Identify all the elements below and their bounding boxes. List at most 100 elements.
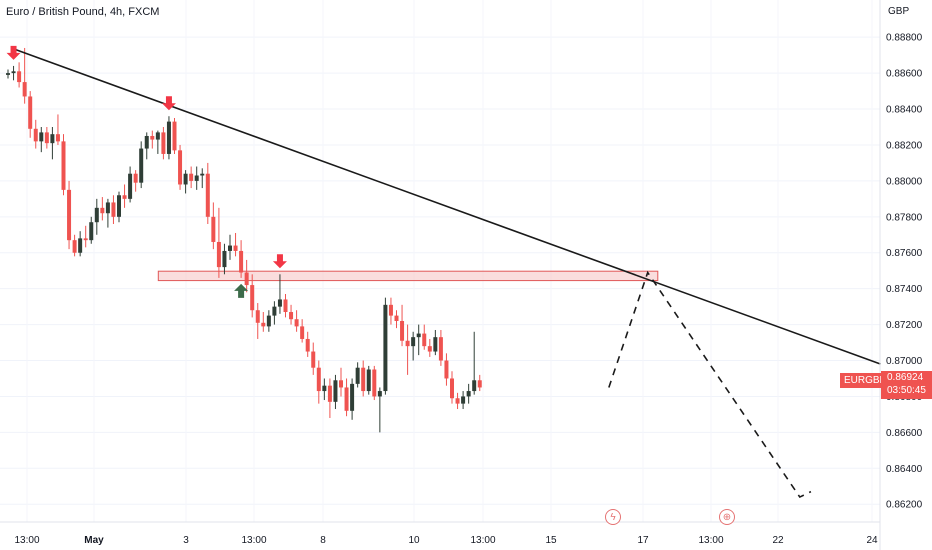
candle-body bbox=[83, 238, 88, 241]
candle-body bbox=[155, 132, 160, 140]
candle-body bbox=[422, 333, 427, 347]
candle-body bbox=[466, 391, 471, 397]
candle-body bbox=[39, 132, 44, 142]
candle-body bbox=[94, 207, 99, 223]
candle-body bbox=[411, 337, 416, 347]
candle-body bbox=[67, 189, 72, 241]
price-tick-label: 0.87800 bbox=[886, 212, 923, 223]
candle-body bbox=[239, 250, 244, 273]
candle-body bbox=[233, 245, 238, 251]
price-tick-label: 0.87200 bbox=[886, 320, 923, 331]
trendline[interactable] bbox=[15, 49, 881, 365]
candle-body bbox=[244, 272, 249, 286]
candle-body bbox=[200, 173, 205, 176]
candle-body bbox=[205, 173, 210, 217]
candle-body bbox=[28, 96, 33, 129]
candle-body bbox=[255, 310, 260, 323]
candle-body bbox=[189, 173, 194, 181]
candle-body bbox=[22, 82, 27, 97]
arrow-down-icon bbox=[6, 45, 21, 60]
candle-body bbox=[327, 385, 332, 402]
candle-body bbox=[383, 304, 388, 392]
candle-body bbox=[472, 380, 477, 392]
time-tick-label: 22 bbox=[772, 535, 784, 546]
projection-path[interactable] bbox=[608, 270, 812, 499]
candle-body bbox=[289, 312, 294, 320]
time-tick-label: 13:00 bbox=[14, 535, 39, 546]
price-tick-label: 0.88800 bbox=[886, 33, 923, 44]
candle-body bbox=[211, 216, 216, 242]
candle-body bbox=[400, 321, 405, 341]
price-tick-label: 0.87400 bbox=[886, 284, 923, 295]
time-tick-label: 8 bbox=[320, 535, 326, 546]
time-tick-label: 3 bbox=[183, 535, 189, 546]
candle-body bbox=[161, 132, 166, 154]
candle-body bbox=[266, 315, 271, 327]
price-tick-label: 0.86400 bbox=[886, 464, 923, 475]
price-axis[interactable]: 0.88800 0.88600 0.88400 0.88200 0.88000 0.878… bbox=[886, 33, 923, 511]
globe-event-icon[interactable]: ⊕ bbox=[719, 509, 735, 525]
candle-body bbox=[100, 207, 105, 214]
time-tick-label: 24 bbox=[866, 535, 878, 546]
resistance-zone[interactable] bbox=[157, 270, 659, 282]
candle-body bbox=[333, 380, 338, 402]
candle-body bbox=[477, 380, 482, 388]
arrow-markers bbox=[6, 45, 287, 298]
candle-body bbox=[44, 132, 49, 144]
candle-body bbox=[344, 387, 349, 411]
candle-body bbox=[228, 245, 232, 251]
candle-body bbox=[89, 222, 94, 241]
candle-body bbox=[416, 333, 421, 338]
candle-body bbox=[311, 351, 316, 368]
candle-body bbox=[144, 135, 149, 149]
candle-body bbox=[322, 385, 327, 392]
arrow-down-icon bbox=[272, 254, 287, 269]
candle-body bbox=[194, 175, 199, 181]
time-tick-label: 10 bbox=[408, 535, 420, 546]
candle-body bbox=[294, 319, 299, 327]
candle-body bbox=[438, 337, 443, 361]
candle-body bbox=[433, 337, 438, 352]
time-tick-label: 13:00 bbox=[470, 535, 495, 546]
candle-body bbox=[277, 299, 282, 307]
candle-body bbox=[172, 121, 177, 151]
time-tick-label: 13:00 bbox=[698, 535, 723, 546]
lightning-event-icon[interactable]: ϟ bbox=[605, 509, 621, 525]
candle-body bbox=[150, 135, 155, 140]
arrow-up-icon bbox=[234, 283, 249, 298]
price-tick-label: 0.86200 bbox=[886, 500, 923, 511]
grid-lines bbox=[0, 0, 880, 522]
price-tick-label: 0.88000 bbox=[886, 176, 923, 187]
candle-body bbox=[250, 285, 255, 311]
price-tick-label: 0.88400 bbox=[886, 105, 923, 116]
candle-body bbox=[55, 134, 60, 142]
price-tick-label: 0.87000 bbox=[886, 356, 923, 367]
time-axis[interactable]: 13:00 May 3 13:00 8 10 13:00 15 17 13:00 22 24 bbox=[14, 535, 878, 546]
price-tick-label: 0.88200 bbox=[886, 140, 923, 151]
candle-body bbox=[183, 173, 188, 185]
candles bbox=[6, 47, 482, 433]
time-tick-label: 15 bbox=[545, 535, 557, 546]
candle-body bbox=[366, 369, 371, 392]
symbol-title: Euro / British Pound, 4h, FXCM bbox=[6, 6, 160, 18]
candle-body bbox=[216, 241, 221, 268]
symbol-badge: EURGBP bbox=[840, 373, 891, 388]
candle-body bbox=[444, 360, 449, 379]
candle-body bbox=[261, 322, 266, 327]
candle-body bbox=[305, 338, 310, 352]
candle-body bbox=[427, 346, 432, 352]
candle-body bbox=[128, 173, 133, 199]
candle-body bbox=[33, 128, 38, 142]
price-tick-label: 0.88600 bbox=[886, 69, 923, 80]
candle-body bbox=[283, 299, 288, 313]
currency-label: GBP bbox=[888, 6, 910, 17]
candle-body bbox=[450, 378, 454, 399]
arrow-down-icon bbox=[161, 96, 176, 111]
candle-body bbox=[178, 150, 183, 185]
candle-body bbox=[461, 396, 466, 404]
candle-body bbox=[455, 398, 460, 404]
candle-body bbox=[339, 380, 343, 388]
candle-body bbox=[17, 71, 22, 83]
last-price-value: 0.86924 bbox=[887, 372, 924, 383]
